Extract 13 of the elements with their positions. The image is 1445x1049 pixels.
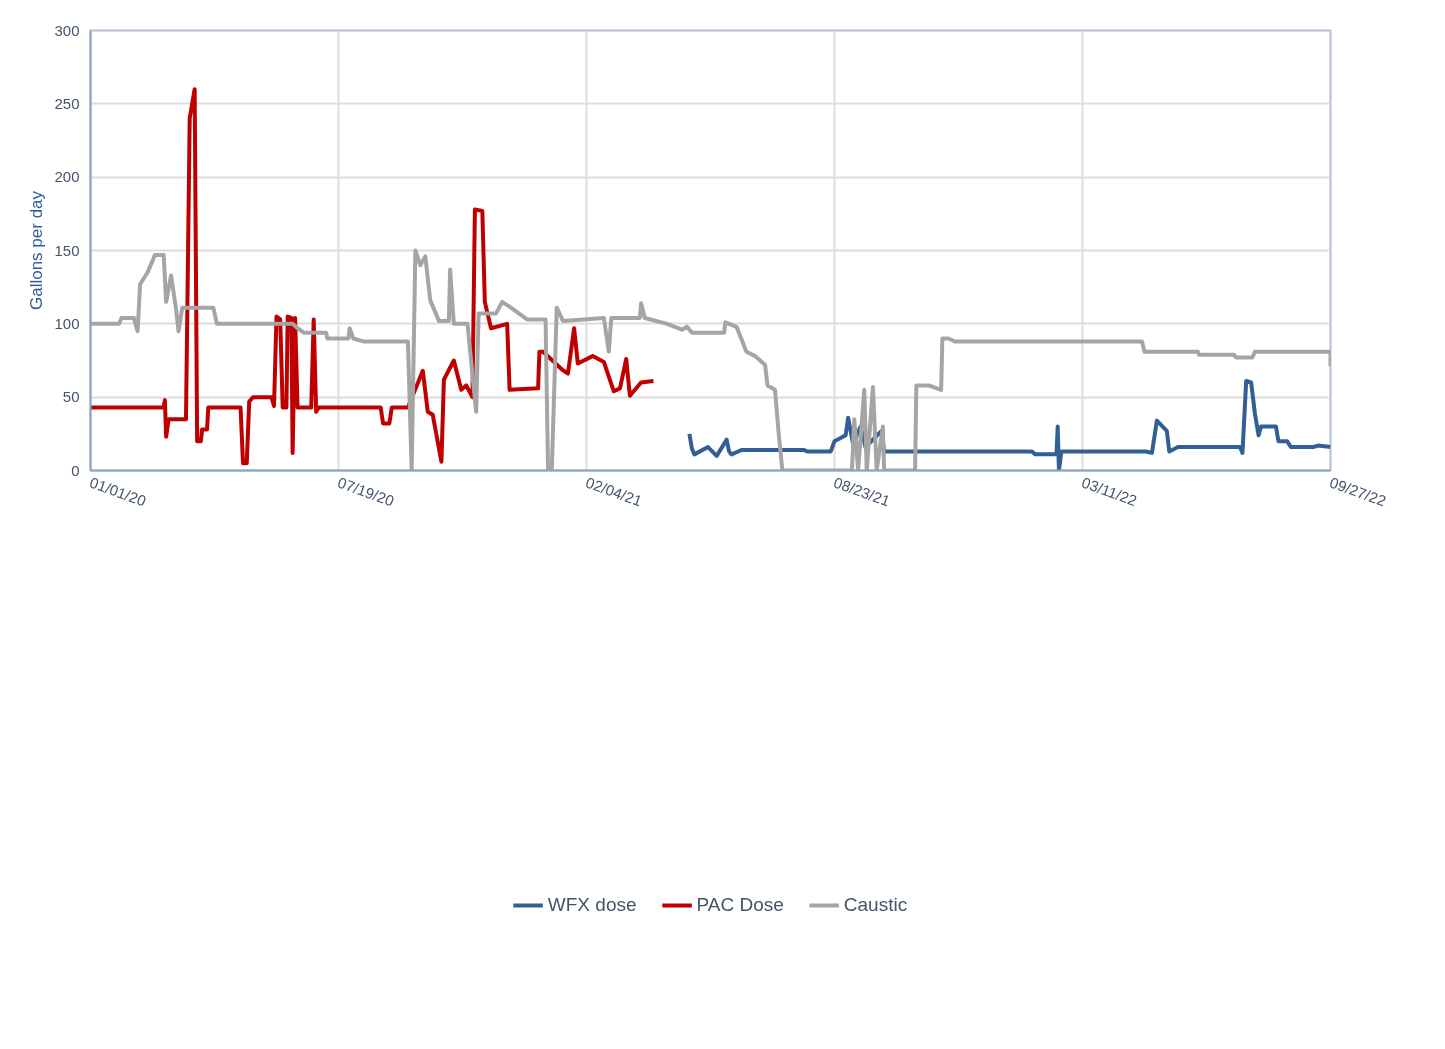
y-tick-label: 100 (54, 314, 80, 332)
line-series (90, 87, 656, 466)
legend-label: Caustic (843, 893, 908, 916)
line-series (687, 379, 1331, 471)
y-tick-label: 150 (54, 241, 80, 259)
legend-label: PAC Dose (696, 893, 784, 916)
legend-label: WFX dose (547, 893, 637, 916)
y-axis-title: Gallons per day (27, 190, 47, 311)
y-tick-label: 250 (54, 94, 80, 112)
y-tick-label: 0 (71, 461, 80, 479)
y-tick-label: 200 (54, 168, 80, 186)
y-tick-label: 50 (62, 388, 80, 406)
y-tick-label: 300 (54, 21, 80, 39)
